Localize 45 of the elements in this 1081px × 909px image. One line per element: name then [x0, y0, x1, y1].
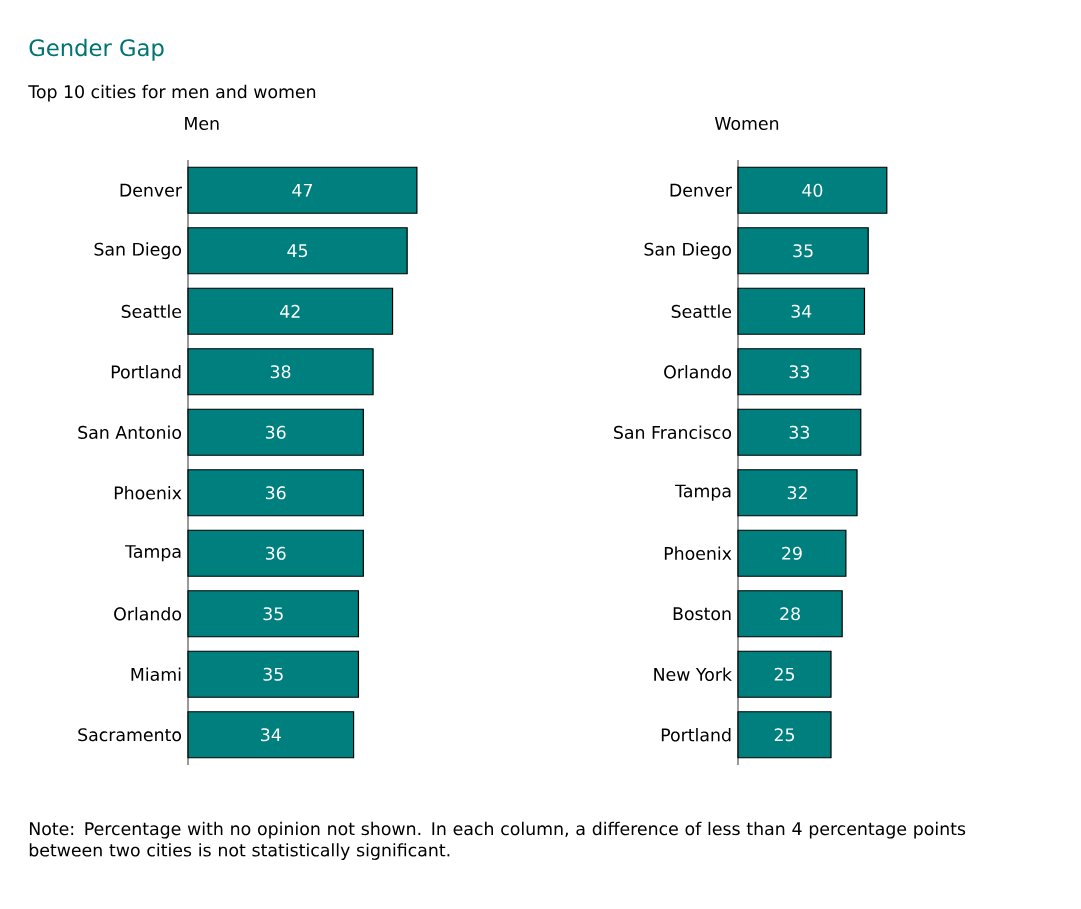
- y-tick-label: Phoenix: [114, 486, 182, 500]
- data-label: 35: [263, 667, 283, 681]
- y-tick-label: New York: [654, 667, 732, 681]
- y-tick-label: Portland: [661, 728, 731, 742]
- data-label: 25: [774, 667, 795, 681]
- text: Note: Percentage with no opinion not shown. In each column, a difference of less than 4 percentage points between two cities is not statistically significant.: [29, 821, 966, 860]
- text: Gender Gap: [29, 38, 164, 61]
- data-label: 42: [280, 304, 300, 318]
- data-label: 38: [270, 365, 291, 379]
- data-label: 47: [292, 183, 312, 197]
- y-tick-label: Tampa: [125, 545, 181, 562]
- y-tick-label: Orlando: [664, 365, 732, 379]
- y-tick-label: Seattle: [121, 304, 182, 318]
- y-tick-label: Miami: [131, 667, 181, 681]
- y-tick-label: San Diego: [94, 242, 182, 260]
- data-label: 40: [802, 183, 823, 197]
- data-label: 34: [261, 728, 281, 742]
- chart-title: Women: [714, 117, 779, 130]
- data-label: 34: [791, 304, 812, 318]
- y-tick-label: Boston: [673, 607, 731, 621]
- y-tick-label: San Antonio: [78, 425, 182, 439]
- data-label: 36: [265, 546, 286, 560]
- data-label: 28: [780, 607, 800, 621]
- data-label: 29: [782, 546, 802, 560]
- data-label: 25: [774, 728, 795, 742]
- data-label: 36: [265, 425, 286, 439]
- text: Top 10 cities for men and women: [28, 84, 316, 102]
- data-label: 36: [265, 486, 286, 500]
- data-label: 35: [263, 607, 283, 621]
- y-tick-label: San Diego: [644, 242, 732, 260]
- chart-title: Men: [185, 117, 219, 130]
- y-tick-label: San Francisco: [614, 425, 732, 439]
- data-label: 32: [787, 486, 807, 500]
- y-tick-label: Portland: [111, 365, 181, 379]
- y-tick-label: Sacramento: [78, 728, 182, 742]
- data-label: 33: [789, 425, 810, 439]
- y-tick-label: Phoenix: [664, 546, 732, 560]
- y-tick-label: Denver: [670, 183, 732, 197]
- data-label: 33: [789, 365, 810, 379]
- y-tick-label: Orlando: [114, 607, 182, 621]
- data-label: 45: [287, 244, 308, 258]
- y-tick-label: Denver: [120, 183, 182, 197]
- y-tick-label: Seattle: [671, 304, 732, 318]
- data-label: 35: [793, 244, 813, 258]
- y-tick-label: Tampa: [675, 484, 731, 501]
